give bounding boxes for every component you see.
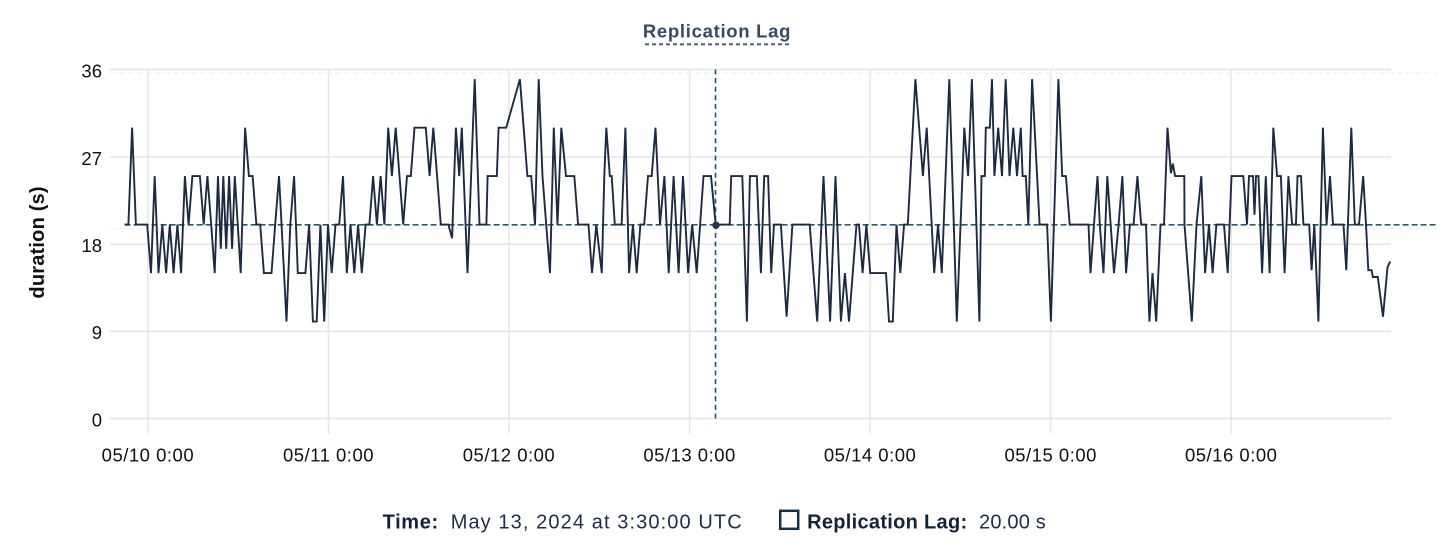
svg-text:20.00 s: 20.00 s <box>979 512 1046 534</box>
svg-text:05/12 0:00: 05/12 0:00 <box>463 445 555 466</box>
svg-text:Time:: Time: <box>383 512 439 534</box>
svg-text:05/13 0:00: 05/13 0:00 <box>643 445 735 466</box>
svg-text:36: 36 <box>81 60 102 81</box>
svg-text:May 13, 2024 at 3:30:00 UTC: May 13, 2024 at 3:30:00 UTC <box>451 512 743 534</box>
svg-text:05/16 0:00: 05/16 0:00 <box>1185 445 1277 466</box>
svg-text:05/14 0:00: 05/14 0:00 <box>824 445 916 466</box>
svg-text:Replication Lag: Replication Lag <box>643 21 791 42</box>
svg-text:Replication Lag:: Replication Lag: <box>807 512 967 534</box>
svg-text:05/10 0:00: 05/10 0:00 <box>102 445 194 466</box>
svg-text:duration (s): duration (s) <box>27 186 49 298</box>
svg-text:0: 0 <box>92 409 102 430</box>
svg-text:27: 27 <box>81 148 102 169</box>
svg-text:05/11 0:00: 05/11 0:00 <box>283 445 374 466</box>
svg-text:18: 18 <box>81 235 102 256</box>
svg-text:05/15 0:00: 05/15 0:00 <box>1004 445 1096 466</box>
svg-text:9: 9 <box>92 322 102 343</box>
